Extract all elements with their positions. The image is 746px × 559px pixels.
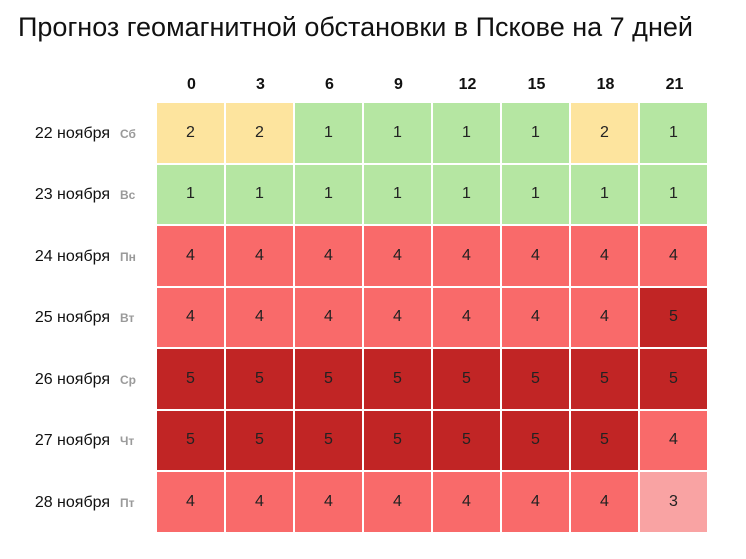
kp-cell: 1 <box>502 103 569 163</box>
hour-label: 6 <box>325 76 334 93</box>
kp-cell: 5 <box>640 349 707 409</box>
kp-cell: 4 <box>433 226 500 286</box>
kp-cell: 5 <box>226 349 293 409</box>
kp-cell: 4 <box>226 226 293 286</box>
hour-label: 15 <box>527 76 546 93</box>
kp-cell: 1 <box>295 103 362 163</box>
weekday-label: Вс <box>120 188 136 203</box>
kp-cell: 1 <box>571 164 638 224</box>
kp-cell: 5 <box>433 349 500 409</box>
weekday-label: Пн <box>120 249 136 264</box>
weekday-label: Вт <box>120 311 135 326</box>
kp-cell: 5 <box>571 349 638 409</box>
kp-cell: 1 <box>226 164 293 224</box>
chart-title: Прогноз геомагнитной обстановки в Пскове… <box>18 12 693 42</box>
kp-cell: 4 <box>571 287 638 347</box>
kp-cell: 1 <box>433 103 500 163</box>
kp-cell: 1 <box>640 164 707 224</box>
kp-cell: 5 <box>364 410 431 470</box>
kp-cell: 1 <box>364 103 431 163</box>
kp-cell: 5 <box>502 349 569 409</box>
kp-cell: 2 <box>226 103 293 163</box>
kp-cell: 1 <box>295 164 362 224</box>
kp-cell: 4 <box>571 472 638 532</box>
kp-cell: 4 <box>364 287 431 347</box>
kp-cell: 5 <box>295 349 362 409</box>
weekday-label: Пт <box>120 495 135 510</box>
day-row-label: 23 ноября Вс <box>0 165 150 227</box>
kp-cell: 4 <box>157 287 224 347</box>
kp-cell: 1 <box>433 164 500 224</box>
day-row-label: 22 ноября Сб <box>0 103 150 165</box>
kp-cell: 4 <box>502 226 569 286</box>
kp-cell: 1 <box>502 164 569 224</box>
kp-cell: 5 <box>364 349 431 409</box>
kp-cell: 4 <box>640 226 707 286</box>
kp-cell: 4 <box>157 226 224 286</box>
kp-cell: 4 <box>295 287 362 347</box>
kp-cell: 5 <box>640 287 707 347</box>
kp-cell: 2 <box>157 103 224 163</box>
kp-cell: 4 <box>295 472 362 532</box>
kp-cell: 5 <box>433 410 500 470</box>
day-row-label: 25 ноября Вт <box>0 288 150 350</box>
kp-cell: 5 <box>571 410 638 470</box>
kp-cell: 4 <box>502 472 569 532</box>
kp-cell: 4 <box>364 226 431 286</box>
kp-cell: 4 <box>433 472 500 532</box>
kp-cell: 1 <box>364 164 431 224</box>
weekday-label: Ср <box>120 372 136 387</box>
date-label: 27 ноября <box>34 432 110 450</box>
kp-cell: 5 <box>295 410 362 470</box>
hour-label: 0 <box>187 76 196 93</box>
day-labels: 22 ноября Сб 23 ноября Вс 24 ноября Пн 25 нояб… <box>0 103 150 534</box>
kp-cell: 5 <box>157 349 224 409</box>
kp-cell: 4 <box>571 226 638 286</box>
kp-cell: 4 <box>640 410 707 470</box>
kp-cell: 4 <box>226 472 293 532</box>
date-label: 23 ноября <box>34 186 110 204</box>
hour-label: 3 <box>256 76 265 93</box>
date-label: 25 ноября <box>34 309 110 327</box>
hour-label: 21 <box>665 76 684 93</box>
kp-cell: 1 <box>157 164 224 224</box>
kp-cell: 4 <box>295 226 362 286</box>
kp-cell: 4 <box>364 472 431 532</box>
date-label: 24 ноября <box>34 247 110 265</box>
kp-cell: 3 <box>640 472 707 532</box>
kp-cell: 2 <box>571 103 638 163</box>
hour-label: 9 <box>394 76 403 93</box>
kp-cell: 5 <box>157 410 224 470</box>
date-label: 22 ноября <box>34 124 110 142</box>
kp-cell: 4 <box>502 287 569 347</box>
date-label: 26 ноября <box>34 370 110 388</box>
kp-cell: 5 <box>502 410 569 470</box>
hour-label: 18 <box>596 76 615 93</box>
date-label: 28 ноября <box>34 493 110 511</box>
kp-cell: 4 <box>433 287 500 347</box>
day-row-label: 26 ноября Ср <box>0 349 150 411</box>
weekday-label: Сб <box>120 126 136 141</box>
kp-cell: 4 <box>157 472 224 532</box>
day-row-label: 24 ноября Пн <box>0 226 150 288</box>
kp-cell: 1 <box>640 103 707 163</box>
hour-header-row: 0 3 6 9 12 15 18 21 <box>157 74 709 96</box>
weekday-label: Чт <box>120 434 135 449</box>
kp-cell: 5 <box>226 410 293 470</box>
kp-cell: 4 <box>226 287 293 347</box>
hour-label: 12 <box>458 76 477 93</box>
day-row-label: 28 ноября Пт <box>0 472 150 534</box>
day-row-label: 27 ноября Чт <box>0 411 150 473</box>
